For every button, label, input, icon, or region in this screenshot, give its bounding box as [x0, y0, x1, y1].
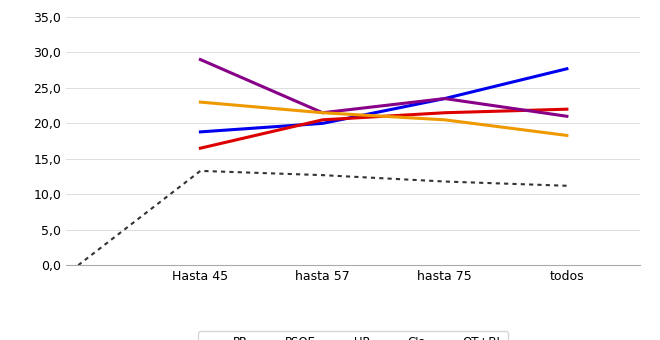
Legend: PP, PSOE, UP, C's, OT+BL: PP, PSOE, UP, C's, OT+BL [198, 331, 508, 340]
